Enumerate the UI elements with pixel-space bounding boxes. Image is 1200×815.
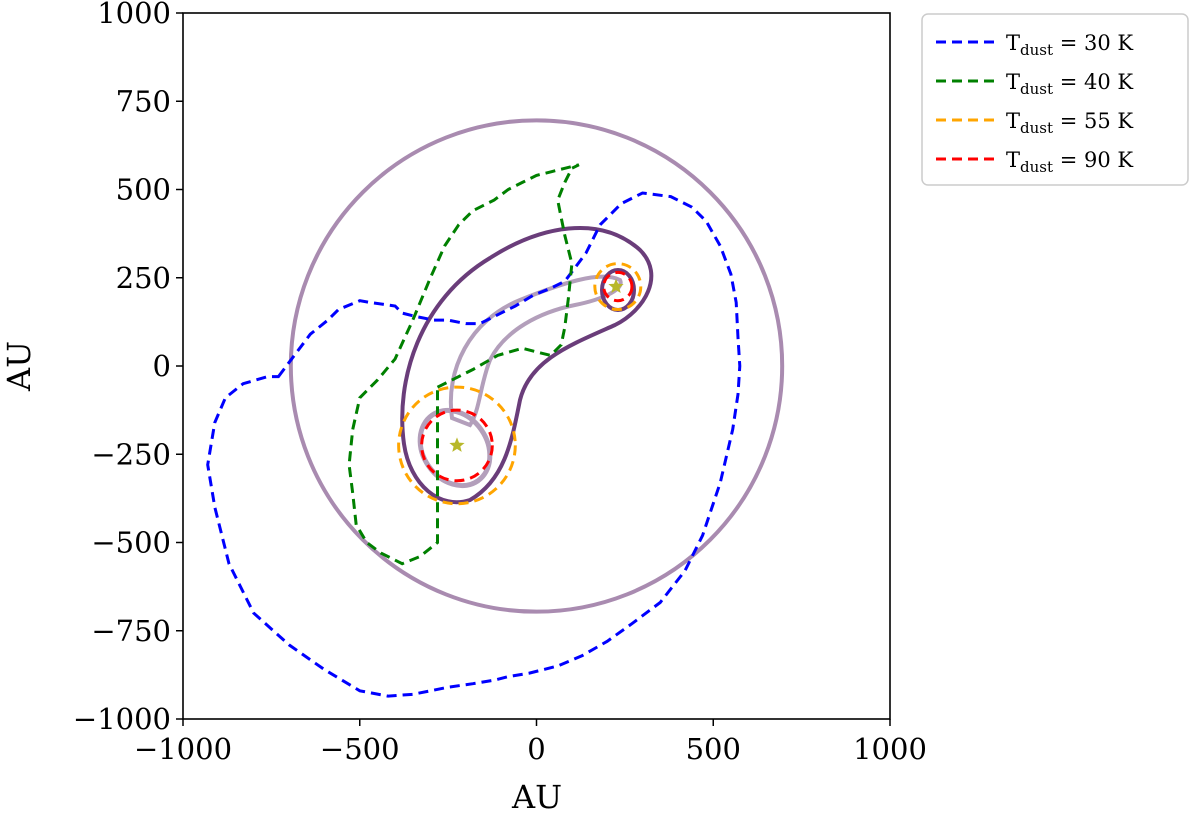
y-tick-label: 750 <box>116 84 171 118</box>
star-marker-1 <box>449 437 465 452</box>
y-tick-label: 500 <box>116 173 171 207</box>
reference-circle <box>288 118 785 614</box>
y-tick-label: −1000 <box>73 702 171 736</box>
outer-contour <box>400 225 654 505</box>
legend-label: Tdust = 55 K <box>1006 109 1133 137</box>
legend-box <box>921 13 1189 186</box>
legend-label: Tdust = 30 K <box>1006 31 1133 59</box>
y-tick-label: −500 <box>91 526 171 560</box>
x-tick-label: 1000 <box>853 732 927 766</box>
x-tick-label: −1000 <box>134 732 232 766</box>
x-tick-label: 0 <box>527 732 545 766</box>
series-2-circle-0 <box>593 262 643 312</box>
y-tick-label: −250 <box>91 437 171 471</box>
series-2-circle-1 <box>397 385 517 506</box>
y-tick-label: 250 <box>116 261 171 295</box>
x-axis-label: AU <box>511 778 562 815</box>
x-tick-label: 500 <box>686 732 741 766</box>
y-tick-label: −750 <box>91 614 171 648</box>
series-1-line <box>347 163 580 566</box>
y-tick-label: 0 <box>153 349 171 383</box>
inner-bridge-contour <box>448 274 623 428</box>
legend-label: Tdust = 90 K <box>1006 148 1133 176</box>
plot-layer <box>206 118 785 698</box>
legend: Tdust = 30 K Tdust = 40 K Tdust = 55 K Tdus… <box>921 13 1189 186</box>
series-3-circle-0 <box>602 270 634 303</box>
series-3-circle-1 <box>420 408 494 483</box>
x-tick-label: −500 <box>320 732 400 766</box>
y-tick-label: 1000 <box>97 0 171 30</box>
legend-label: Tdust = 40 K <box>1006 70 1133 98</box>
y-axis-label: AU <box>0 341 38 392</box>
axes-layer: −1000 −500 0 500 1000 1000 750 500 250 0 −250 −500 −… <box>73 0 927 766</box>
star-marker-0 <box>608 278 624 293</box>
series-0-line <box>206 191 742 698</box>
